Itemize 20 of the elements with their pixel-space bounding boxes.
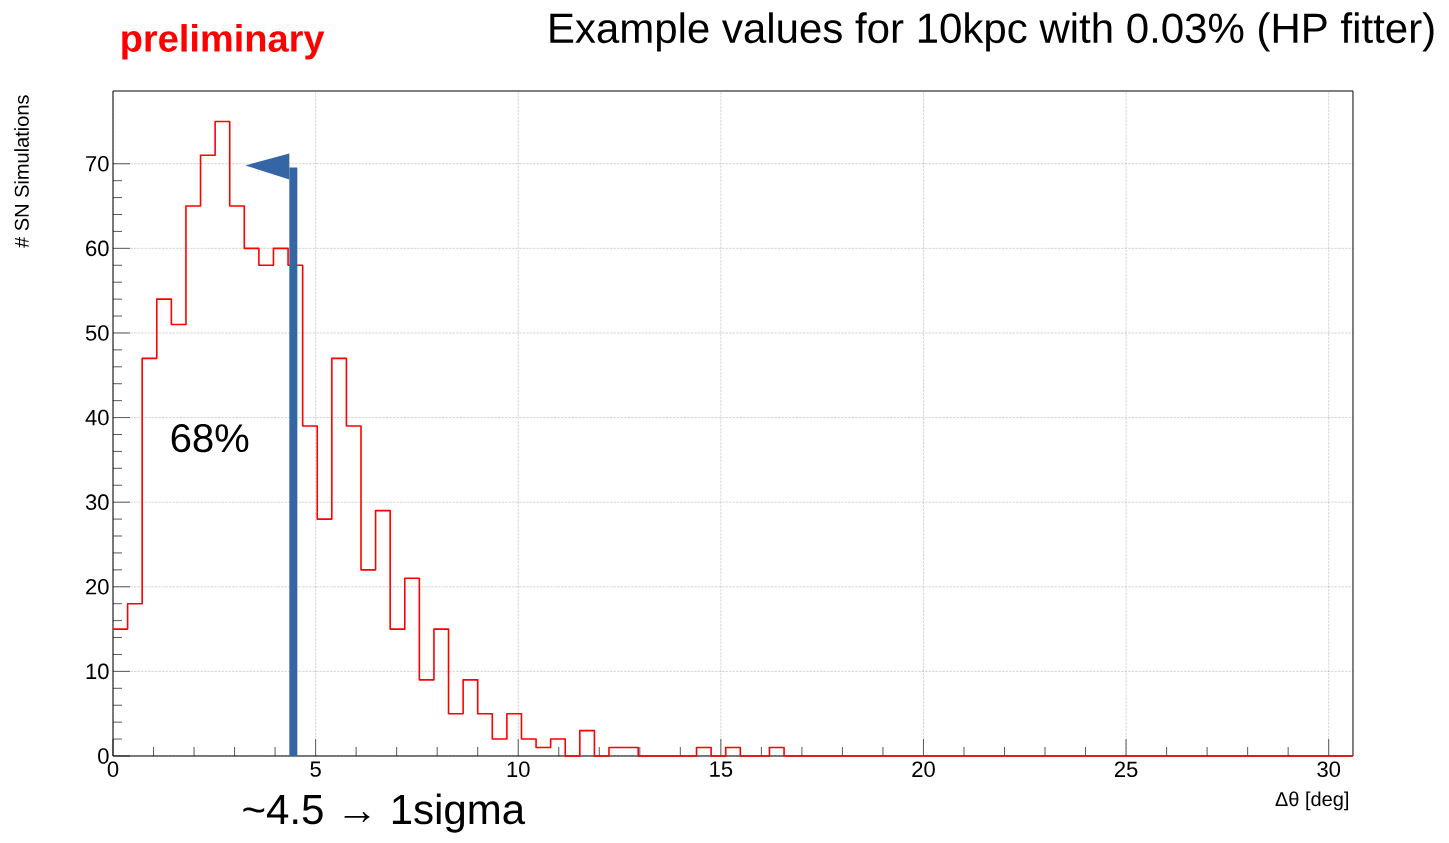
y-tick-label: 10 xyxy=(86,663,109,680)
y-tick-label: 0 xyxy=(98,748,109,764)
y-axis-title: # SN Simulations xyxy=(14,95,29,248)
y-tick-label: 50 xyxy=(85,325,109,341)
x-tick-label: 10 xyxy=(507,761,530,778)
x-axis-title: Δθ [deg] xyxy=(1275,791,1349,811)
x-tick-label: 5 xyxy=(310,761,321,777)
x-tick-label: 30 xyxy=(1317,761,1341,778)
x-tick-label: 25 xyxy=(1114,761,1138,778)
y-tick-label: 70 xyxy=(86,155,109,172)
x-tick-label: 20 xyxy=(912,761,935,778)
text: preliminary xyxy=(122,24,325,60)
y-tick-label: 60 xyxy=(86,240,109,257)
y-tick-label: 40 xyxy=(85,409,109,426)
y-tick-label: 30 xyxy=(85,494,109,510)
y-tick-label: 20 xyxy=(86,578,109,595)
ref-line-label: ~4.5 → 1sigma xyxy=(243,793,526,833)
chart-title: Example values for 10kpc with 0.03% (HP fitter) xyxy=(550,12,1434,52)
annotation: 68% xyxy=(171,423,249,453)
x-tick-label: 15 xyxy=(710,761,733,777)
